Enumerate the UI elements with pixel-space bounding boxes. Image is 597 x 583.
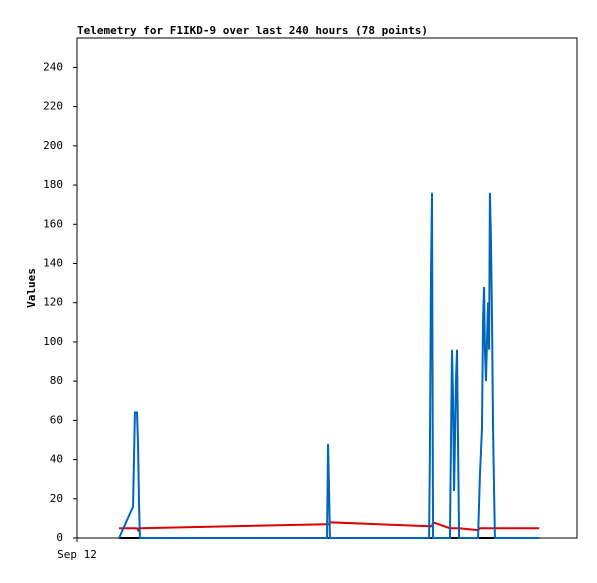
y-tick-label: 120 — [43, 296, 63, 309]
y-tick-label: 220 — [43, 100, 63, 113]
y-tick-label: 100 — [43, 335, 63, 348]
y-tick-label: 20 — [50, 492, 63, 505]
y-tick-label: 160 — [43, 217, 63, 230]
y-tick-label: 180 — [43, 178, 63, 191]
y-tick-label: 240 — [43, 60, 63, 73]
y-axis-label: Values — [25, 268, 38, 308]
series-line — [118, 192, 540, 539]
y-tick-label: 0 — [56, 531, 63, 544]
y-tick-label: 140 — [43, 256, 63, 269]
chart-title: Telemetry for F1IKD-9 over last 240 hour… — [77, 24, 428, 37]
y-tick-label: 40 — [50, 453, 63, 466]
y-tick-label: 60 — [50, 413, 63, 426]
series-line — [119, 521, 540, 533]
x-tick-label: Sep 12 — [57, 548, 97, 561]
y-tick-label: 200 — [43, 139, 63, 152]
y-tick-label: 80 — [50, 374, 63, 387]
